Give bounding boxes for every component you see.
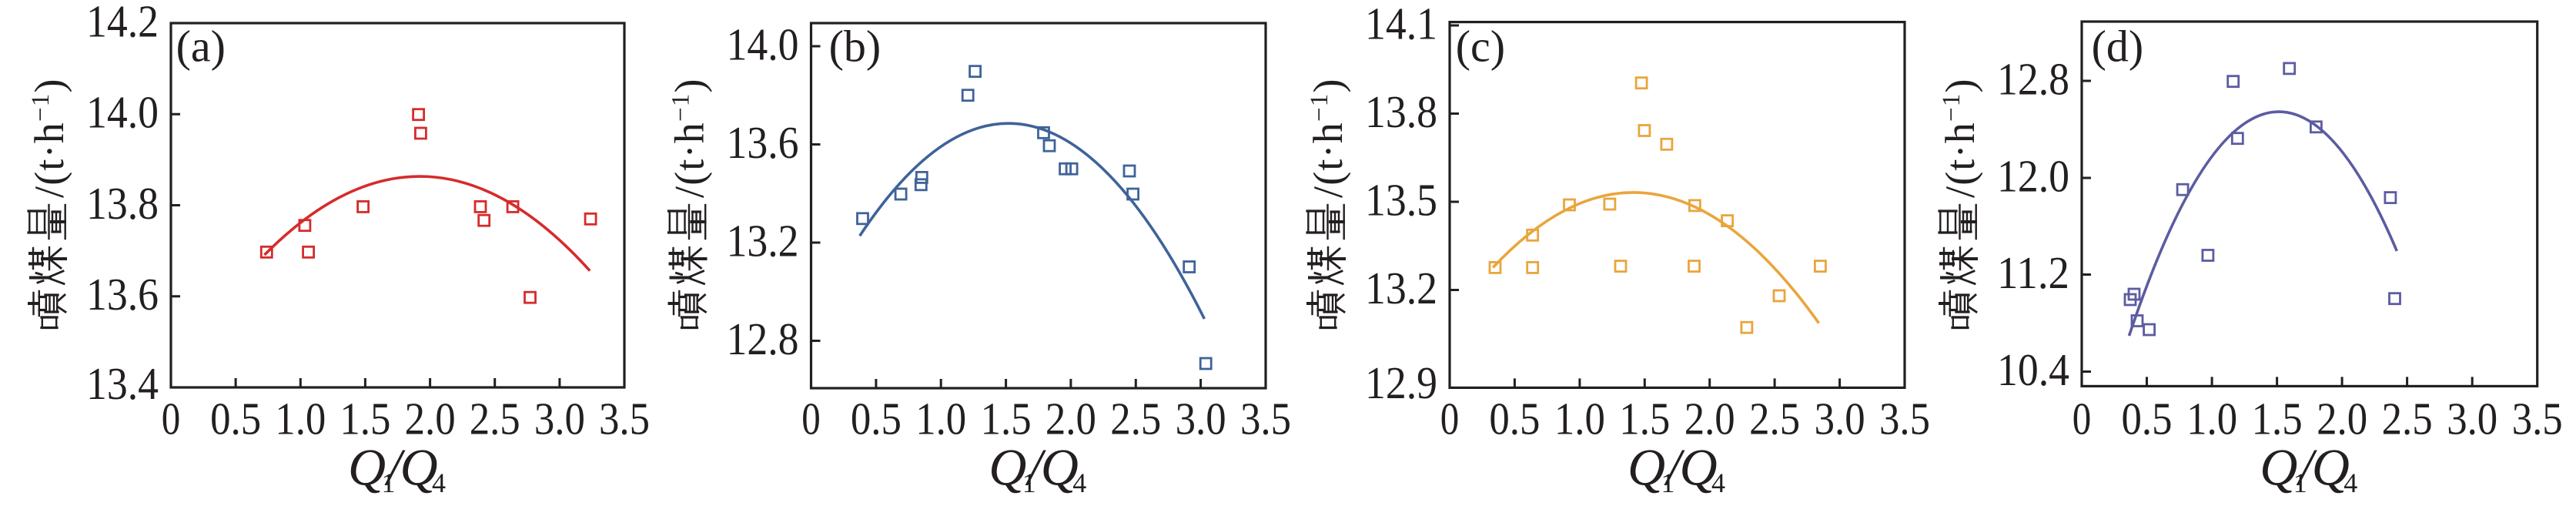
svg-text:3.0: 3.0 <box>534 394 585 444</box>
svg-text:4: 4 <box>1072 467 1086 498</box>
svg-text:13.5: 13.5 <box>1365 174 1437 225</box>
svg-text:2.5: 2.5 <box>1749 394 1800 444</box>
svg-text:12.0: 12.0 <box>1997 150 2069 201</box>
svg-text:1: 1 <box>382 467 396 498</box>
svg-text:1: 1 <box>1022 467 1036 498</box>
svg-text:2.0: 2.0 <box>2317 394 2367 444</box>
svg-text:13.8: 13.8 <box>1365 86 1437 137</box>
svg-text:2.5: 2.5 <box>470 394 520 444</box>
svg-text:0: 0 <box>801 394 821 444</box>
svg-text:Q: Q <box>348 438 386 497</box>
svg-text:Q: Q <box>1041 438 1079 497</box>
svg-text:11.2: 11.2 <box>1997 247 2069 298</box>
svg-text:4: 4 <box>2343 467 2357 498</box>
svg-text:3.0: 3.0 <box>1176 394 1226 444</box>
svg-text:13.2: 13.2 <box>1365 263 1437 313</box>
svg-text:/(t·h−1): /(t·h−1) <box>1305 78 1351 198</box>
svg-text:1.5: 1.5 <box>981 394 1032 444</box>
svg-text:3.5: 3.5 <box>599 394 650 444</box>
svg-text:1: 1 <box>1661 467 1675 498</box>
svg-text:Q: Q <box>2260 438 2297 497</box>
svg-text:0.5: 0.5 <box>210 394 261 444</box>
svg-text:2.5: 2.5 <box>1110 394 1161 444</box>
svg-text:0: 0 <box>2073 394 2092 444</box>
svg-text:12.8: 12.8 <box>727 313 799 364</box>
svg-text:3.5: 3.5 <box>1240 394 1291 444</box>
svg-text:1.0: 1.0 <box>2186 394 2237 444</box>
svg-text:4: 4 <box>432 467 446 498</box>
svg-text:Q: Q <box>400 438 438 497</box>
svg-text:3.5: 3.5 <box>2512 394 2563 444</box>
svg-text:2.0: 2.0 <box>1045 394 1096 444</box>
svg-text:0.5: 0.5 <box>851 394 902 444</box>
svg-text:14.0: 14.0 <box>86 87 159 138</box>
svg-text:4: 4 <box>1711 467 1725 498</box>
svg-text:12.9: 12.9 <box>1365 357 1437 408</box>
svg-text:1.5: 1.5 <box>340 394 390 444</box>
svg-text:/(t·h−1): /(t·h−1) <box>1937 78 1983 198</box>
svg-text:3.5: 3.5 <box>1879 394 1930 444</box>
svg-text:1.0: 1.0 <box>275 394 326 444</box>
svg-text:2.0: 2.0 <box>1684 394 1735 444</box>
svg-text:Q: Q <box>2312 438 2350 497</box>
svg-text:(a): (a) <box>176 22 226 72</box>
svg-text:12.8: 12.8 <box>1997 53 2069 104</box>
svg-text:1.5: 1.5 <box>1619 394 1670 444</box>
svg-text:10.4: 10.4 <box>1997 344 2069 395</box>
svg-text:0: 0 <box>162 394 181 444</box>
svg-text:14.0: 14.0 <box>727 18 799 69</box>
svg-text:13.8: 13.8 <box>86 178 159 229</box>
svg-text:14.1: 14.1 <box>1365 0 1437 49</box>
svg-text:1.0: 1.0 <box>1554 394 1605 444</box>
svg-text:0.5: 0.5 <box>1489 394 1540 444</box>
svg-text:14.2: 14.2 <box>86 0 159 46</box>
svg-text:1.5: 1.5 <box>2252 394 2303 444</box>
svg-text:Q: Q <box>989 438 1026 497</box>
svg-text:Q: Q <box>1680 438 1718 497</box>
svg-text:13.6: 13.6 <box>86 269 159 320</box>
svg-text:13.4: 13.4 <box>86 358 159 409</box>
svg-text:13.6: 13.6 <box>727 117 799 168</box>
svg-text:13.2: 13.2 <box>727 215 799 266</box>
svg-text:1.0: 1.0 <box>915 394 966 444</box>
svg-text:0.5: 0.5 <box>2122 394 2173 444</box>
svg-text:(d): (d) <box>2092 22 2144 72</box>
svg-text:1: 1 <box>2293 467 2307 498</box>
svg-text:(b): (b) <box>829 22 882 72</box>
svg-text:(c): (c) <box>1456 22 1505 72</box>
svg-text:3.0: 3.0 <box>2447 394 2497 444</box>
svg-text:2.5: 2.5 <box>2382 394 2433 444</box>
svg-text:0: 0 <box>1440 394 1460 444</box>
svg-text:3.0: 3.0 <box>1815 394 1865 444</box>
svg-text:2.0: 2.0 <box>405 394 456 444</box>
svg-text:Q: Q <box>1628 438 1665 497</box>
